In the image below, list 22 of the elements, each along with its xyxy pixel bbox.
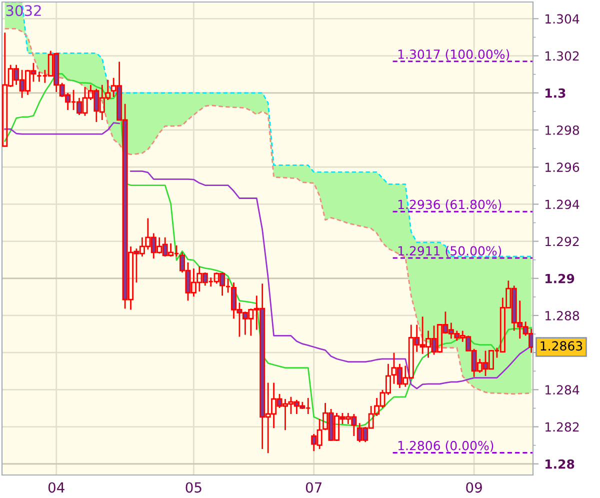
y-tick-label: 1.302 [545,51,579,61]
y-tick-label: 1.29 [546,274,574,284]
ref-line-label: 1.2911 (50.00%) [398,246,502,258]
x-tick-label: 07 [306,482,322,493]
ref-line-label: 1.2936 (61.80%) [398,200,502,211]
y-tick-label: 1.298 [545,125,580,135]
y-tick-label: 1.282 [545,422,579,432]
ref-line-label: 1.2806 (0.00%) [398,440,494,452]
x-tick-label: 04 [48,482,64,493]
y-tick-label: 1.284 [545,385,580,395]
y-tick-label: 1.288 [545,310,580,320]
y-tick-label: 1.294 [545,200,580,210]
text: 1.2863 [540,341,582,351]
chart-title: 3032 [6,5,41,16]
y-tick-label: 1.296 [545,162,580,172]
y-tick-label: 1.304 [545,14,580,24]
y-tick-label: 1.292 [545,236,579,246]
x-tick-label: 09 [466,482,482,493]
y-tick-label: 1.28 [546,459,574,469]
ref-line-label: 1.3017 (100.00%) [398,49,510,60]
y-tick-label: 1.3 [546,88,566,98]
x-tick-label: 05 [186,482,202,493]
